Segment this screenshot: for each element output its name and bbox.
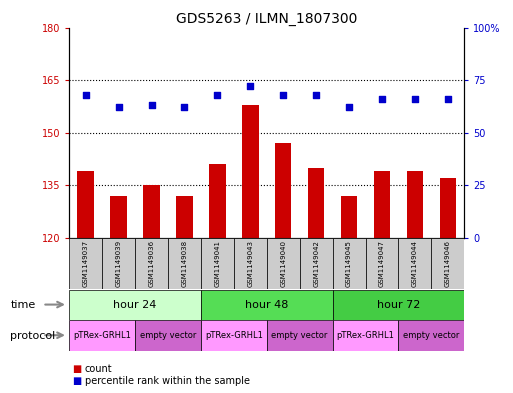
Point: [444, 96, 452, 102]
Bar: [407, 171, 423, 238]
Bar: [201, 238, 234, 289]
Text: GSM1149043: GSM1149043: [247, 240, 253, 287]
Text: GSM1149046: GSM1149046: [445, 240, 451, 287]
Bar: [69, 238, 102, 289]
Text: GSM1149037: GSM1149037: [83, 240, 89, 287]
Point: [411, 96, 419, 102]
Text: empty vector: empty vector: [140, 331, 196, 340]
Bar: [242, 105, 259, 238]
Text: hour 48: hour 48: [245, 300, 288, 310]
Bar: [308, 168, 324, 238]
Text: GSM1149038: GSM1149038: [182, 240, 187, 287]
Point: [114, 104, 123, 110]
Bar: [374, 171, 390, 238]
Bar: [365, 238, 399, 289]
Point: [378, 96, 386, 102]
Text: hour 72: hour 72: [377, 300, 420, 310]
Point: [82, 92, 90, 98]
Bar: [440, 178, 456, 238]
Bar: [399, 238, 431, 289]
Bar: [69, 290, 201, 320]
Bar: [399, 320, 464, 351]
Text: GSM1149036: GSM1149036: [149, 240, 154, 287]
Point: [246, 83, 254, 90]
Text: protocol: protocol: [10, 331, 55, 341]
Bar: [234, 238, 267, 289]
Text: GSM1149041: GSM1149041: [214, 240, 221, 287]
Text: GSM1149039: GSM1149039: [115, 240, 122, 287]
Bar: [143, 185, 160, 238]
Bar: [110, 196, 127, 238]
Bar: [332, 238, 365, 289]
Bar: [69, 320, 135, 351]
Bar: [77, 171, 94, 238]
Text: pTRex-GRHL1: pTRex-GRHL1: [73, 331, 131, 340]
Title: GDS5263 / ILMN_1807300: GDS5263 / ILMN_1807300: [176, 13, 358, 26]
Bar: [267, 238, 300, 289]
Point: [213, 92, 222, 98]
Point: [147, 102, 155, 108]
Text: ■: ■: [72, 376, 81, 386]
Bar: [102, 238, 135, 289]
Bar: [341, 196, 357, 238]
Text: empty vector: empty vector: [271, 331, 328, 340]
Text: pTRex-GRHL1: pTRex-GRHL1: [337, 331, 394, 340]
Bar: [176, 196, 193, 238]
Bar: [201, 290, 332, 320]
Point: [279, 92, 287, 98]
Bar: [332, 290, 464, 320]
Text: GSM1149042: GSM1149042: [313, 240, 319, 287]
Text: hour 24: hour 24: [113, 300, 157, 310]
Text: GSM1149047: GSM1149047: [379, 240, 385, 287]
Bar: [209, 164, 226, 238]
Text: count: count: [85, 364, 112, 374]
Bar: [275, 143, 291, 238]
Bar: [431, 238, 464, 289]
Bar: [201, 320, 267, 351]
Point: [345, 104, 353, 110]
Text: pTRex-GRHL1: pTRex-GRHL1: [205, 331, 263, 340]
Point: [181, 104, 189, 110]
Bar: [135, 320, 201, 351]
Bar: [267, 320, 332, 351]
Bar: [332, 320, 399, 351]
Point: [312, 92, 320, 98]
Text: ■: ■: [72, 364, 81, 374]
Text: time: time: [10, 300, 35, 310]
Text: GSM1149040: GSM1149040: [280, 240, 286, 287]
Bar: [168, 238, 201, 289]
Text: percentile rank within the sample: percentile rank within the sample: [85, 376, 250, 386]
Bar: [135, 238, 168, 289]
Text: GSM1149044: GSM1149044: [412, 240, 418, 287]
Text: GSM1149045: GSM1149045: [346, 240, 352, 287]
Bar: [300, 238, 332, 289]
Text: empty vector: empty vector: [403, 331, 460, 340]
